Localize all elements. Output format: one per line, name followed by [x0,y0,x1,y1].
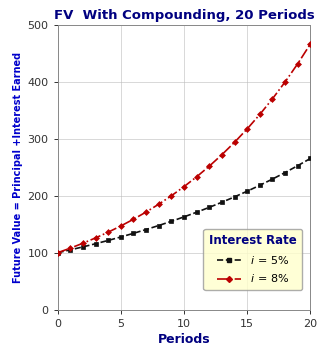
Title: FV  With Compounding, 20 Periods: FV With Compounding, 20 Periods [54,9,314,22]
X-axis label: Periods: Periods [158,333,210,346]
Y-axis label: Future Value = Principal +Interest Earned: Future Value = Principal +Interest Earne… [13,52,23,283]
Legend:  $i$ = 5%,  $i$ = 8%: $i$ = 5%, $i$ = 8% [204,228,302,290]
